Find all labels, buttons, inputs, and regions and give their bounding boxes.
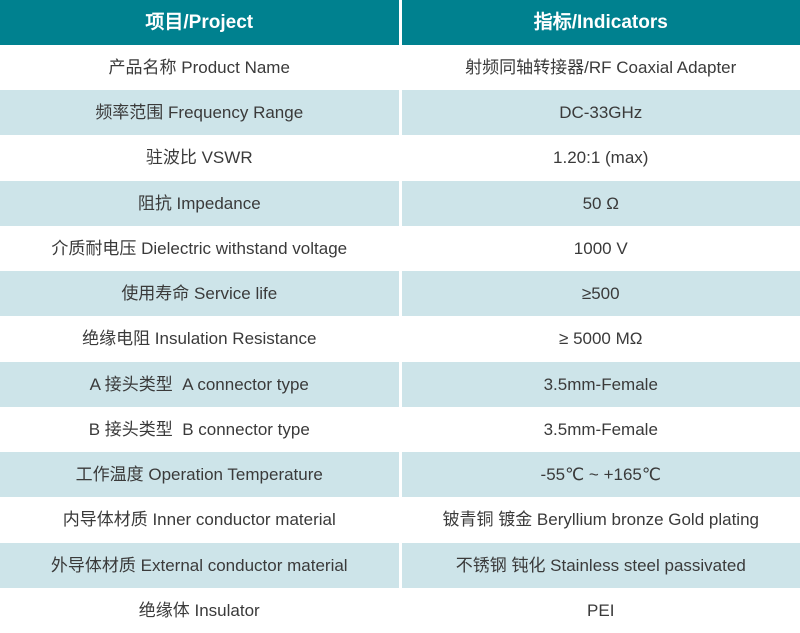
indicator-cell: 3.5mm-Female (401, 406, 800, 453)
table-row: 使用寿命 Service life ≥500 (0, 271, 800, 317)
table-row: 产品名称 Product Name 射频同轴转接器/RF Coaxial Ada… (0, 45, 800, 91)
table-row: 频率范围 Frequency Range DC-33GHz (0, 90, 800, 136)
table-body: 产品名称 Product Name 射频同轴转接器/RF Coaxial Ada… (0, 45, 800, 633)
indicator-cell: 1.20:1 (max) (401, 135, 800, 181)
project-cell: 频率范围 Frequency Range (0, 90, 399, 136)
indicator-cell: DC-33GHz (401, 90, 800, 136)
table-row: 阻抗 Impedance 50 Ω (0, 180, 800, 226)
table-row: 工作温度 Operation Temperature -55℃ ~ +165℃ (0, 452, 800, 498)
indicator-cell: 1000 V (401, 225, 800, 272)
project-cell: 外导体材质 External conductor material (0, 542, 399, 588)
table-row: 内导体材质 Inner conductor material 铍青铜 镀金 Be… (0, 497, 800, 543)
header-project: 项目/Project (0, 0, 399, 45)
project-cell: 绝缘体 Insulator (0, 587, 399, 633)
project-cell: 介质耐电压 Dielectric withstand voltage (0, 225, 399, 272)
project-cell: A 接头类型 A connector type (0, 361, 399, 407)
project-cell: 绝缘电阻 Insulation Resistance (0, 316, 399, 362)
project-cell: 使用寿命 Service life (0, 271, 399, 317)
table-row: 介质耐电压 Dielectric withstand voltage 1000 … (0, 225, 800, 272)
table-row: A 接头类型 A connector type 3.5mm-Female (0, 361, 800, 407)
table-row: B 接头类型 B connector type 3.5mm-Female (0, 406, 800, 453)
header-indicators: 指标/Indicators (401, 0, 800, 45)
indicator-cell: PEI (401, 587, 800, 633)
indicator-cell: ≥ 5000 MΩ (401, 316, 800, 362)
project-cell: 内导体材质 Inner conductor material (0, 497, 399, 543)
table-row: 绝缘电阻 Insulation Resistance ≥ 5000 MΩ (0, 316, 800, 362)
indicator-cell: ≥500 (401, 271, 800, 317)
project-cell: 阻抗 Impedance (0, 180, 399, 226)
project-cell: B 接头类型 B connector type (0, 406, 399, 453)
table-row: 驻波比 VSWR 1.20:1 (max) (0, 135, 800, 181)
indicator-cell: 不锈钢 钝化 Stainless steel passivated (401, 542, 800, 588)
table-row: 绝缘体 Insulator PEI (0, 587, 800, 633)
project-cell: 产品名称 Product Name (0, 45, 399, 91)
indicator-cell: 50 Ω (401, 180, 800, 226)
indicator-cell: 3.5mm-Female (401, 361, 800, 407)
table-row: 外导体材质 External conductor material 不锈钢 钝化… (0, 542, 800, 588)
indicator-cell: -55℃ ~ +165℃ (401, 452, 800, 498)
indicator-cell: 铍青铜 镀金 Beryllium bronze Gold plating (401, 497, 800, 543)
indicator-cell: 射频同轴转接器/RF Coaxial Adapter (401, 45, 800, 91)
project-cell: 驻波比 VSWR (0, 135, 399, 181)
table-header-row: 项目/Project 指标/Indicators (0, 0, 800, 45)
project-cell: 工作温度 Operation Temperature (0, 452, 399, 498)
